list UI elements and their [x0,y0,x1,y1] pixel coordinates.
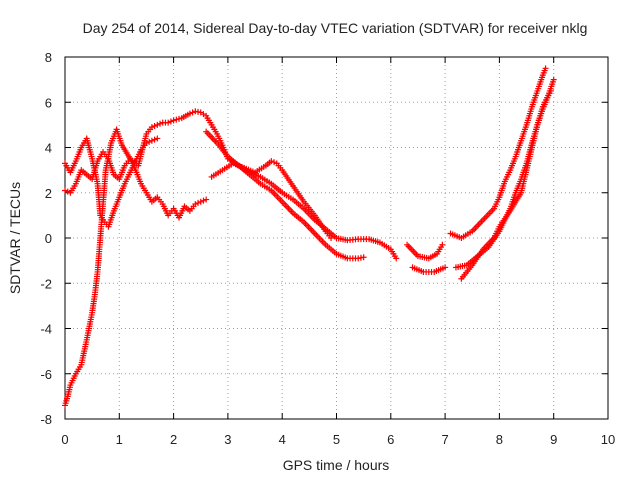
series-8 [447,65,549,241]
series-1 [62,108,367,409]
series-5 [208,158,335,241]
data-point [167,118,174,125]
series-3 [62,135,161,230]
x-tick-label: 0 [61,432,68,447]
data-point [550,76,557,83]
data-point [143,139,150,146]
y-tick-label: 4 [45,141,52,156]
data-point [154,121,161,128]
x-tick-label: 5 [333,432,340,447]
x-tick-label: 4 [279,432,286,447]
data-point [189,109,196,116]
data-point [271,159,278,166]
x-tick-label: 2 [170,432,177,447]
y-axis-label: SDTVAR / TECUs [7,182,23,294]
data-point [148,124,155,131]
data-point [157,120,164,127]
data-point [165,119,172,126]
y-tick-label: -2 [40,276,52,291]
data-series [62,65,557,409]
x-tick-label: 1 [116,432,123,447]
data-point [146,138,153,145]
data-point [170,117,177,124]
x-axis-label: GPS time / hours [283,457,390,473]
data-point [151,123,158,130]
data-point [186,110,193,117]
series-6 [404,241,446,262]
data-point [62,187,68,194]
y-axis-ticks: -8 -6 -4 -2 0 2 4 6 8 [40,50,608,427]
data-point [148,137,155,144]
data-point [542,65,549,72]
y-tick-label: -4 [40,322,52,337]
series-2 [62,149,210,221]
y-tick-label: -8 [40,412,52,427]
x-tick-label: 6 [387,432,394,447]
data-point [195,199,202,206]
data-point [151,136,158,143]
data-point [268,158,275,165]
data-point [64,188,71,195]
series-7 [409,264,449,275]
data-point [154,135,161,142]
data-point [197,198,204,205]
data-point [176,115,183,122]
y-tick-label: 6 [45,95,52,110]
series-10 [458,87,554,282]
data-point [442,264,449,271]
data-point [173,116,180,123]
y-tick-label: 8 [45,50,52,65]
x-tick-label: 9 [550,432,557,447]
data-point [360,254,367,261]
y-tick-label: -6 [40,367,52,382]
data-point [439,241,446,248]
x-tick-label: 7 [441,432,448,447]
data-point [203,196,210,203]
y-tick-label: 0 [45,231,52,246]
data-point [192,201,199,208]
x-tick-label: 3 [224,432,231,447]
chart-title: Day 254 of 2014, Sidereal Day-to-day VTE… [83,20,588,36]
series-9 [452,76,557,271]
y-tick-label: 2 [45,186,52,201]
x-tick-label: 10 [601,432,615,447]
x-axis-ticks: 0 1 2 3 4 5 6 7 8 9 10 [61,57,615,447]
x-tick-label: 8 [496,432,503,447]
data-point [393,255,400,262]
data-point [547,87,554,94]
data-point [328,235,335,241]
data-point [200,197,207,204]
